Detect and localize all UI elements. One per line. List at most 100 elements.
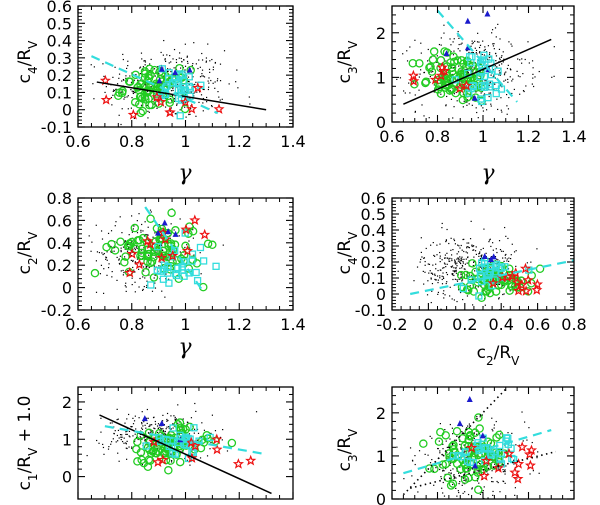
dot-point: [134, 440, 136, 443]
triangle-point: [158, 419, 165, 426]
dot-point: [103, 453, 105, 455]
star-point: [519, 262, 532, 274]
dot-point: [214, 81, 216, 83]
dot-point: [503, 260, 505, 262]
dot-point: [460, 69, 462, 71]
dot-point: [430, 272, 432, 274]
circle-point: [428, 55, 438, 64]
dot-point: [450, 249, 452, 251]
label-subscript: 4: [346, 257, 360, 265]
dot-point: [528, 280, 530, 283]
dot-point: [120, 270, 122, 272]
dot-point: [495, 248, 497, 250]
dot-point: [202, 75, 205, 77]
dot-point: [504, 482, 506, 484]
dot-point: [452, 117, 454, 119]
dot-point: [519, 59, 521, 61]
dot-point: [132, 435, 134, 437]
circle-point: [470, 428, 480, 437]
dot-point: [123, 442, 125, 444]
dot-point: [452, 278, 454, 281]
dot-point: [466, 50, 468, 52]
dot-point: [468, 426, 471, 429]
dot-point: [399, 77, 402, 79]
dot-point: [500, 433, 502, 435]
dot-point: [493, 43, 495, 45]
triangle-point: [484, 10, 491, 17]
dot-point: [142, 68, 144, 71]
dot-point: [471, 244, 473, 246]
dot-point: [468, 242, 470, 244]
dot-point: [485, 469, 487, 472]
dot-point: [482, 69, 485, 71]
dot-point: [228, 83, 230, 85]
star-point: [436, 61, 448, 73]
dot-point: [172, 58, 174, 60]
dot-point: [511, 286, 514, 288]
star-point: [478, 470, 490, 481]
dot-point: [104, 91, 106, 94]
dot-point: [131, 231, 133, 233]
dot-point: [463, 433, 465, 435]
dot-point: [519, 93, 521, 95]
circle-point: [449, 440, 458, 450]
dot-point: [200, 94, 203, 96]
dot-point: [126, 243, 128, 245]
dot-point: [494, 77, 496, 79]
dot-point: [431, 282, 434, 285]
dot-point: [181, 101, 183, 104]
dot-point: [479, 261, 481, 264]
dot-point: [500, 250, 503, 252]
dot-point: [479, 51, 481, 53]
dot-point: [428, 263, 431, 266]
dot-point: [214, 430, 217, 432]
dot-point: [456, 495, 458, 497]
triangle-point: [471, 375, 477, 381]
dot-point: [423, 257, 426, 259]
panel-6-plot: 012: [376, 375, 575, 505]
dot-point: [494, 83, 496, 85]
dot-point: [418, 89, 420, 91]
dot-point: [397, 270, 399, 272]
dot-point: [441, 227, 443, 229]
dot-point: [471, 487, 473, 489]
dot-point: [130, 249, 132, 252]
dot-point: [475, 253, 478, 255]
dot-point: [86, 454, 88, 457]
dot-point: [195, 63, 197, 65]
dot-point: [140, 104, 143, 106]
dot-point: [411, 459, 414, 461]
dot-point: [471, 52, 473, 54]
dot-point: [496, 263, 498, 265]
y-tick-label: 0.4: [47, 234, 72, 253]
dot-point: [489, 92, 492, 94]
dot-point: [489, 442, 491, 444]
dot-point: [199, 457, 202, 459]
dot-point: [475, 107, 477, 109]
circle-point: [130, 98, 140, 107]
dot-point: [199, 76, 202, 78]
dot-point: [153, 277, 155, 279]
dot-point: [473, 437, 475, 439]
circle-point: [467, 452, 477, 462]
circle-point: [475, 424, 484, 433]
y-tick-label: 0.2: [361, 253, 386, 272]
dot-point: [147, 117, 149, 119]
circle-point: [436, 89, 446, 99]
dot-point: [136, 258, 139, 260]
dot-point: [449, 38, 451, 40]
dot-point: [499, 491, 501, 493]
dot-point: [462, 262, 464, 264]
dot-point: [171, 460, 173, 462]
dot-point: [516, 70, 518, 72]
dot-point: [478, 433, 481, 435]
dot-point: [451, 266, 453, 268]
dot-point: [481, 254, 483, 256]
x-tick-label: 0.6: [65, 315, 90, 334]
dot-point: [453, 50, 455, 52]
square-point: [180, 258, 188, 266]
panel-4-ylabel: c4/RV: [335, 231, 360, 275]
dot-point: [502, 469, 504, 471]
dot-point: [504, 257, 506, 259]
square-point: [176, 112, 184, 120]
